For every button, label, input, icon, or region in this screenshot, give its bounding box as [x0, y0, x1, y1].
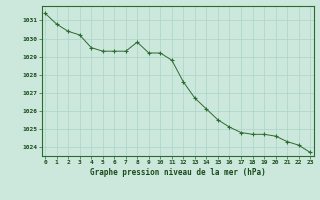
X-axis label: Graphe pression niveau de la mer (hPa): Graphe pression niveau de la mer (hPa)	[90, 168, 266, 177]
